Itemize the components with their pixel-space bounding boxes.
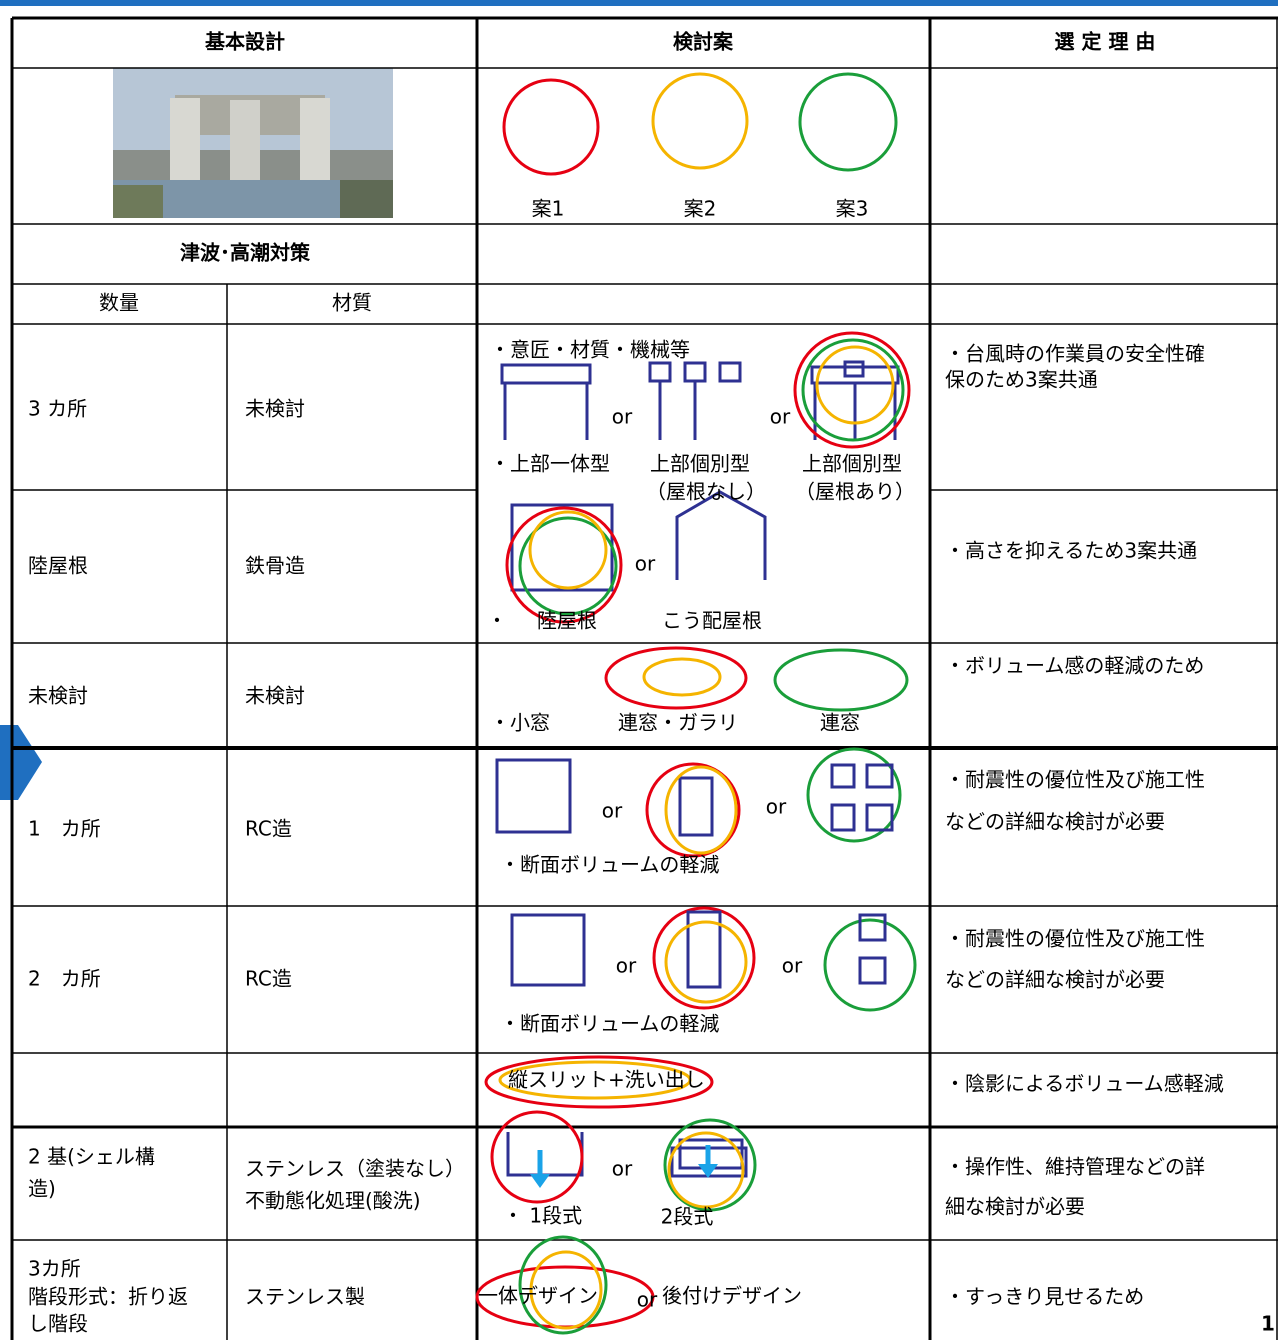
reason: ・操作性、維持管理などの詳 bbox=[945, 1155, 1205, 1179]
reason: 細な検討が必要 bbox=[945, 1195, 1085, 1219]
proposal-label: or bbox=[782, 954, 803, 978]
quantity: 階段形式：折り返 bbox=[28, 1285, 188, 1309]
proposal-label: 連窓・ガラリ bbox=[618, 711, 738, 735]
material: ステンレス（塗装なし） bbox=[245, 1157, 465, 1181]
reason: ・すっきり見せるため bbox=[945, 1285, 1144, 1309]
reason: ・陰影によるボリューム感軽減 bbox=[945, 1072, 1224, 1096]
quantity: 3 カ所 bbox=[28, 397, 87, 421]
reason: ・ボリューム感の軽減のため bbox=[945, 654, 1204, 678]
proposal-label: 後付けデザイン bbox=[662, 1284, 802, 1308]
top-bar bbox=[0, 0, 1278, 6]
reason: ・耐震性の優位性及び施工性 bbox=[945, 768, 1205, 792]
proposal-label: ・上部一体型 bbox=[490, 452, 610, 476]
proposal-label: or bbox=[612, 1157, 633, 1181]
proposal-label: ・ 1段式 bbox=[503, 1204, 582, 1228]
proposal-label: 縦スリット+洗い出し bbox=[508, 1068, 705, 1092]
proposal-label: 連窓 bbox=[820, 711, 860, 735]
proposal-label: ・ bbox=[487, 609, 507, 633]
proposal-label: 上部個別型 bbox=[650, 452, 750, 476]
reason: ・台風時の作業員の安全性確 bbox=[945, 342, 1205, 366]
column-header: 選 定 理 由 bbox=[1055, 30, 1156, 54]
subheader: 数量 bbox=[99, 291, 139, 315]
material: ステンレス製 bbox=[245, 1285, 365, 1309]
material: 鉄骨造 bbox=[245, 554, 305, 578]
quantity: し階段 bbox=[28, 1312, 88, 1336]
quantity: 1 カ所 bbox=[28, 817, 101, 841]
reason: ・耐震性の優位性及び施工性 bbox=[945, 927, 1205, 951]
proposal-label: or bbox=[637, 1288, 658, 1312]
proposal-label: ・断面ボリュームの軽減 bbox=[500, 1012, 719, 1036]
proposal-label: ・意匠・材質・機械等 bbox=[490, 338, 690, 362]
option-label: 案3 bbox=[836, 197, 869, 221]
proposal-label: 一体デザイン bbox=[478, 1284, 598, 1308]
shapes bbox=[475, 72, 917, 1335]
material: RC造 bbox=[245, 817, 292, 841]
column-header: 検討案 bbox=[673, 30, 734, 54]
proposal-label: 上部個別型 bbox=[802, 452, 902, 476]
proposal-label: or bbox=[602, 799, 623, 823]
quantity: 未検討 bbox=[28, 684, 88, 708]
subheader: 材質 bbox=[332, 291, 372, 315]
proposal-label: （屋根あり） bbox=[795, 480, 915, 504]
proposal-label: or bbox=[770, 405, 791, 429]
proposal-label: （屋根なし） bbox=[646, 480, 766, 504]
reason: などの詳細な検討が必要 bbox=[945, 810, 1165, 834]
proposal-label: 2段式 bbox=[661, 1205, 714, 1229]
quantity: 3カ所 bbox=[28, 1257, 81, 1281]
quantity: 陸屋根 bbox=[28, 554, 88, 578]
material: RC造 bbox=[245, 967, 292, 991]
grid bbox=[10, 16, 1278, 1340]
proposal-label: or bbox=[612, 405, 633, 429]
arrow bbox=[0, 725, 42, 800]
proposal-label: 陸屋根 bbox=[537, 609, 597, 633]
option-label: 案2 bbox=[684, 197, 717, 221]
proposal-label: ・断面ボリュームの軽減 bbox=[500, 853, 719, 877]
option-label: 案1 bbox=[532, 197, 565, 221]
reason: 保のため3案共通 bbox=[945, 368, 1098, 392]
column-header: 基本設計 bbox=[205, 30, 285, 54]
section-title: 津波･高潮対策 bbox=[180, 241, 311, 265]
proposal-label: or bbox=[766, 795, 787, 819]
proposal-label: ・小窓 bbox=[490, 711, 550, 735]
reason: などの詳細な検討が必要 bbox=[945, 968, 1165, 992]
proposal-label: or bbox=[635, 552, 656, 576]
material: 未検討 bbox=[245, 397, 305, 421]
material: 不動態化処理(酸洗) bbox=[245, 1189, 421, 1213]
quantity: 造) bbox=[28, 1177, 56, 1201]
proposal-label: こう配屋根 bbox=[662, 609, 762, 633]
page-number: 1 bbox=[1261, 1312, 1275, 1336]
quantity: 2 カ所 bbox=[28, 967, 101, 991]
material: 未検討 bbox=[245, 684, 305, 708]
proposal-label: or bbox=[616, 954, 637, 978]
reason: ・高さを抑えるため3案共通 bbox=[945, 539, 1197, 563]
quantity: 2 基(シェル構 bbox=[28, 1145, 155, 1169]
photo bbox=[113, 68, 393, 218]
